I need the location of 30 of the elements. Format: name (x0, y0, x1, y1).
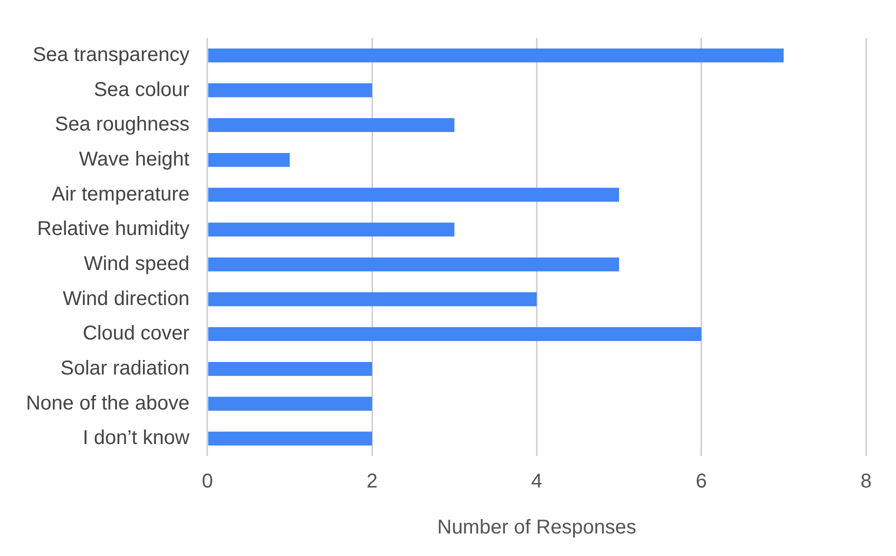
y-tick-label: Wave height (79, 148, 190, 170)
x-tick-label: 0 (202, 470, 214, 493)
y-tick-label: Air temperature (52, 183, 190, 206)
y-tick-label: Solar radiation (60, 357, 190, 380)
y-tick-label: Sea colour (94, 78, 190, 101)
y-tick-label: Relative humidity (37, 218, 190, 240)
y-tick-label: Sea roughness (54, 114, 190, 136)
y-tick-label: I don’t know (82, 427, 190, 450)
bar (208, 222, 454, 237)
y-tick-label: None of the above (26, 392, 190, 414)
bar (208, 292, 537, 306)
y-tick-label: Wind speed (84, 252, 190, 275)
bar (208, 118, 454, 132)
bar (208, 257, 620, 272)
x-tick-label: 2 (366, 470, 378, 493)
bar (208, 152, 290, 167)
bar (208, 188, 620, 202)
y-tick-label: Cloud cover (82, 322, 190, 345)
x-tick-label: 6 (696, 470, 707, 493)
bar (208, 432, 372, 446)
x-tick-label: 4 (531, 470, 542, 493)
bar (208, 83, 372, 98)
bar (208, 396, 372, 411)
y-tick-label: Wind direction (62, 288, 190, 310)
x-axis-title: Number of Responses (437, 516, 636, 539)
x-tick-label: 8 (860, 470, 872, 493)
y-tick-label: Sea transparency (32, 44, 190, 66)
bar (208, 362, 372, 376)
bar (208, 48, 784, 62)
bar (208, 327, 702, 342)
